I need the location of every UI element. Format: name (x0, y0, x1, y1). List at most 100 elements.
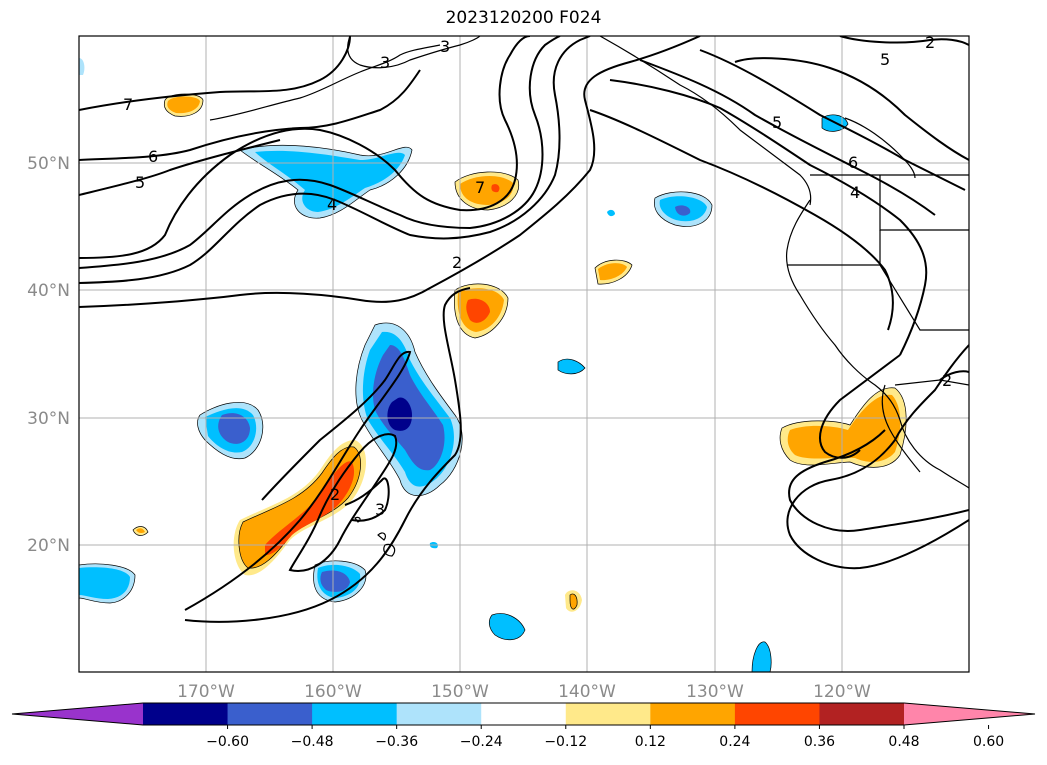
fill-blue-small-2 (557, 358, 586, 375)
fill-blue-small-6 (607, 209, 615, 217)
contour-2-south (184, 287, 471, 623)
lat-label: 50°N (27, 154, 70, 174)
fill-blue-small-7 (79, 58, 85, 75)
contour-label-2b: 2 (330, 485, 340, 504)
colorbar (11, 702, 1036, 729)
contour-4 (79, 36, 561, 269)
fill-orange-mid-core (466, 298, 490, 323)
fill-orange-north-mid (460, 175, 514, 205)
lon-label: 140°W (558, 682, 616, 702)
coast-aleutians (209, 44, 441, 121)
contour-east-4 (609, 79, 928, 356)
lon-label: 130°W (686, 682, 744, 702)
fill-blue-far-west-mid (79, 567, 130, 599)
colorbar-segment (312, 703, 398, 725)
contour-label-5c: 5 (880, 50, 890, 69)
colorbar-tick-label: 0.36 (804, 734, 835, 750)
contour-label-4b: 4 (850, 183, 860, 202)
colorbar-tick-label: 0.24 (719, 734, 750, 750)
fill-blue-small-5 (751, 641, 772, 672)
map-title: 2023120200 F024 (445, 8, 602, 28)
coast-baja-peninsula (881, 384, 921, 473)
contour-label-6: 6 (148, 147, 158, 166)
contour-5-b (79, 36, 531, 259)
contour-east-5 (734, 57, 969, 161)
fill-orange-small-2-mid (598, 263, 627, 281)
contour-label-2c: 2 (942, 371, 952, 390)
colorbar-tick-label: −0.12 (544, 734, 587, 750)
contour-east-5-top (839, 36, 969, 46)
fill-orange-small-1-mid (167, 96, 200, 114)
fill-blue-aleutian-core (255, 150, 405, 212)
colorbar-segment (565, 703, 651, 725)
fill-blue-small-3-inner (675, 205, 691, 216)
coastlines (209, 36, 969, 557)
coast-bc (599, 36, 812, 206)
colorbar-segment (819, 703, 905, 725)
contour-label-4: 4 (327, 195, 337, 214)
colorbar-tick-label: 0.12 (635, 734, 666, 750)
lat-label: 40°N (27, 281, 70, 301)
lon-label: 160°W (304, 682, 362, 702)
colorbar-tick-label: 0.48 (888, 734, 919, 750)
border-ca-nv (879, 264, 969, 331)
contour-label-5: 5 (135, 173, 145, 192)
coast-vancouver (844, 117, 916, 179)
contour-6 (79, 69, 421, 161)
lon-label: 150°W (431, 682, 489, 702)
colorbar-segment (734, 703, 820, 725)
colorbar-segment (227, 703, 313, 725)
coast-us-west (785, 199, 901, 421)
contours (79, 36, 969, 623)
contour-5 (79, 139, 281, 196)
contour-labels: 7 6 5 4 2 7 2 3 5 6 4 5 3 2 3 2 (123, 36, 952, 519)
contour-east-2 (939, 370, 969, 381)
contour-east-inner (589, 109, 894, 331)
contour-label-3c: 3 (380, 53, 390, 72)
fill-orange-small-3-mid (569, 593, 578, 610)
gridlines (79, 36, 969, 672)
contour-label-5b: 5 (772, 113, 782, 132)
fill-orange-small-4-mid (136, 528, 145, 534)
colorbar-tick-label: 0.60 (973, 734, 1004, 750)
coast-alaska (347, 36, 481, 69)
contour-label-3b: 3 (440, 37, 450, 56)
contour-7 (79, 36, 351, 111)
map-area (79, 36, 969, 672)
colorbar-extend-low (12, 703, 143, 725)
contour-east-6 (639, 59, 936, 216)
colorbar-segment (143, 703, 229, 725)
contour-trough-inner-b (344, 477, 390, 522)
lon-axis-labels: 170°W 160°W 150°W 140°W 130°W 120°W (177, 682, 871, 702)
contour-east-6b (699, 49, 966, 191)
colorbar-tick-label: −0.60 (206, 734, 249, 750)
lat-label: 20°N (27, 536, 70, 556)
colorbar-segment (396, 703, 482, 725)
fill-blue-west-inner (218, 413, 250, 444)
coast-hawaii-3 (354, 516, 361, 523)
lat-label: 30°N (27, 409, 70, 429)
colorbar-tick-label: −0.48 (291, 734, 334, 750)
border-wa (879, 175, 969, 231)
contour-label-7b: 7 (475, 178, 485, 197)
lat-axis-labels: 50°N 40°N 30°N 20°N (27, 154, 70, 556)
contour-trough-outer (184, 350, 412, 611)
fill-blue-south-inner (320, 570, 350, 592)
lon-label: 120°W (813, 682, 871, 702)
colorbar-segment (650, 703, 736, 725)
contour-3 (79, 36, 591, 284)
fill-orange-north-core (491, 184, 500, 193)
contour-2 (79, 36, 701, 308)
contour-label-6b: 6 (848, 153, 858, 172)
fill-blue-small-1 (488, 613, 526, 641)
colorbar-extend-high (904, 703, 1035, 725)
contour-baja-outer (786, 344, 969, 570)
colorbar-tick-label: −0.36 (375, 734, 418, 750)
fill-blue-central-core (387, 397, 412, 431)
colorbar-outline (11, 702, 1036, 726)
colorbar-segment (481, 703, 567, 725)
colorbar-tick-labels: −0.60 −0.48 −0.36 −0.24 −0.12 0.12 0.24 0.36 0.4… (206, 734, 1004, 750)
lon-label: 170°W (177, 682, 235, 702)
coast-baja (899, 419, 969, 489)
